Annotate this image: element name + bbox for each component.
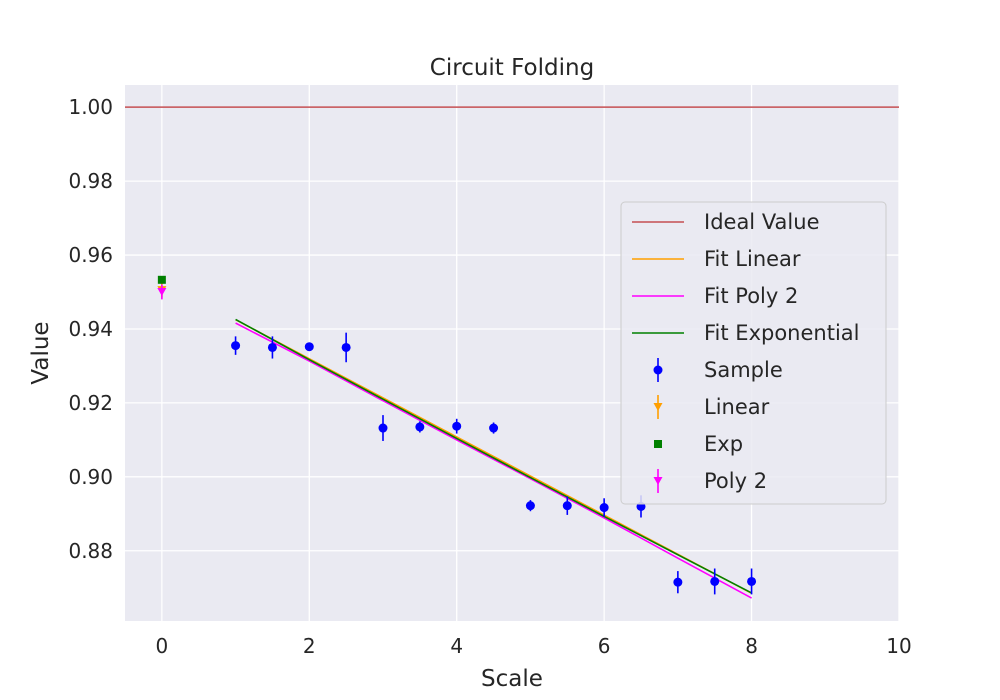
legend-label-fit-exponential: Fit Exponential [704,321,859,345]
sample-point [562,501,572,511]
sample-point [341,342,351,352]
poly2-marker [157,288,167,297]
x-tick-labels: 0 2 4 6 8 10 [155,634,911,658]
sample-point [489,423,499,433]
x-tick-label: 2 [303,634,316,658]
legend-swatch-linear [653,403,663,411]
sample-point [599,503,609,513]
y-tick-label: 0.98 [68,169,113,193]
y-tick-label: 1.00 [68,95,113,119]
legend: Ideal Value Fit Linear Fit Poly 2 Fit Expon… [620,201,887,505]
fit-exponential-line [235,318,752,594]
legend-label-sample: Sample [704,358,783,382]
y-tick-labels: 0.88 0.90 0.92 0.94 0.96 0.98 1.00 [68,95,113,563]
x-tick-label: 0 [155,634,168,658]
sample-point [378,423,388,433]
x-axis-label: Scale [481,666,543,692]
y-tick-label: 0.92 [68,391,113,415]
sample-point [452,421,462,431]
chart-title: Circuit Folding [430,55,594,81]
sample-point [710,576,720,586]
legend-label-fit-linear: Fit Linear [704,247,801,271]
y-axis-label: Value [28,321,54,384]
legend-label-poly-2: Poly 2 [704,469,767,493]
legend-label-fit-poly-2: Fit Poly 2 [704,284,798,308]
sample-series [231,332,757,595]
extrapolation-series [157,275,167,300]
x-tick-label: 4 [450,634,463,658]
legend-label-ideal-value: Ideal Value [704,210,820,234]
sample-point [525,501,535,511]
x-tick-label: 10 [886,634,911,658]
legend-box [620,201,887,505]
sample-point [673,577,683,587]
x-tick-label: 6 [598,634,611,658]
y-tick-label: 0.90 [68,465,113,489]
legend-swatch-sample [653,365,663,375]
sample-point [747,576,757,586]
sample-point [231,341,241,351]
sample-point [267,342,277,352]
y-tick-label: 0.94 [68,317,113,341]
y-tick-label: 0.96 [68,243,113,267]
fit-lines [235,318,752,599]
sample-point [415,422,425,432]
legend-swatch-poly-2 [653,477,663,485]
x-tick-label: 8 [745,634,758,658]
legend-label-exp: Exp [704,432,743,456]
legend-swatch-exp [654,440,662,448]
exp-marker [157,275,166,284]
sample-point [304,342,314,352]
legend-label-linear: Linear [704,395,770,419]
y-tick-label: 0.88 [68,539,113,563]
fit-poly2-line [235,322,752,599]
